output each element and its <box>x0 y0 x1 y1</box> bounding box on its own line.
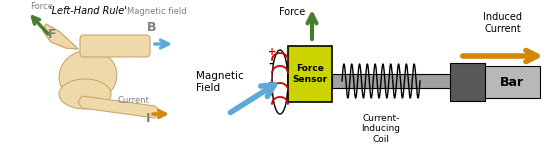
Text: Induced
Current: Induced Current <box>483 12 522 34</box>
Bar <box>485 66 540 98</box>
Ellipse shape <box>272 50 288 114</box>
Text: Bar: Bar <box>500 75 524 89</box>
Text: F: F <box>48 28 56 41</box>
Text: Magnetic field: Magnetic field <box>127 7 186 16</box>
Ellipse shape <box>59 50 117 102</box>
FancyBboxPatch shape <box>80 35 150 57</box>
Text: Force
Sensor: Force Sensor <box>293 64 328 84</box>
Text: Force: Force <box>30 2 53 11</box>
Text: -: - <box>268 90 273 100</box>
Polygon shape <box>78 96 160 118</box>
Bar <box>450 63 485 101</box>
Text: 'Left-Hand Rule': 'Left-Hand Rule' <box>49 6 127 16</box>
Text: Force: Force <box>279 7 305 17</box>
Polygon shape <box>43 24 78 49</box>
Bar <box>288 46 332 102</box>
Bar <box>332 74 494 88</box>
Text: -: - <box>268 59 273 69</box>
Text: B: B <box>147 21 157 34</box>
Polygon shape <box>43 24 78 49</box>
Text: Magnetic
Field: Magnetic Field <box>196 71 244 93</box>
Text: +: + <box>268 47 276 57</box>
Text: I: I <box>146 112 150 125</box>
Text: Current: Current <box>118 96 150 105</box>
Ellipse shape <box>59 79 111 109</box>
Text: Current-
Inducing
Coil: Current- Inducing Coil <box>361 114 400 144</box>
Text: +: + <box>268 78 276 88</box>
